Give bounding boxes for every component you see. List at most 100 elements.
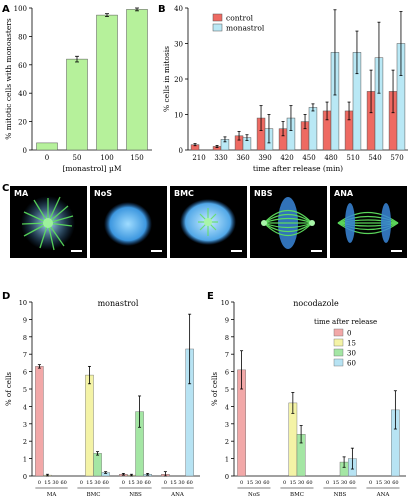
y-tick-label: 9 xyxy=(225,316,229,324)
x-tick-label: 15 xyxy=(44,480,50,486)
x-tick-label: 510 xyxy=(346,154,359,162)
legend-swatch xyxy=(333,328,344,337)
legend-swatch xyxy=(212,23,223,32)
x-tick-label: 0 xyxy=(326,480,329,486)
bar xyxy=(96,14,118,151)
group-label: ANA xyxy=(170,492,185,498)
x-tick-label: 60 xyxy=(186,480,192,486)
micrograph-row: MA NoS BMC xyxy=(10,186,410,258)
y-tick-label: 6 xyxy=(225,369,229,377)
x-axis-label: time after release (min) xyxy=(253,164,343,173)
x-tick-label: 390 xyxy=(258,154,271,162)
y-tick-label: 60 xyxy=(18,62,27,70)
x-tick-label: 0 xyxy=(122,480,125,486)
micrograph-nbs: NBS xyxy=(250,186,327,258)
group-label: BMC xyxy=(87,492,101,498)
micrograph-ana: ANA xyxy=(330,186,407,258)
chart-title: nocodazole xyxy=(293,299,339,308)
micrograph-label: ANA xyxy=(334,189,354,198)
x-tick-label: 420 xyxy=(280,154,293,162)
bar xyxy=(35,366,44,477)
y-tick-label: 3 xyxy=(225,421,229,429)
x-tick-label: 30 xyxy=(178,480,184,486)
y-tick-label: 8 xyxy=(225,334,229,342)
micrograph-nos: NoS xyxy=(90,186,167,258)
y-tick-label: 40 xyxy=(174,5,183,13)
x-tick-label: 60 xyxy=(263,480,269,486)
legend-label: 0 xyxy=(347,330,351,338)
legend-label: monastrol xyxy=(226,24,265,33)
monoaster-cell-icon xyxy=(21,196,75,251)
x-tick-label: 330 xyxy=(214,154,227,162)
y-tick-label: 10 xyxy=(19,299,27,307)
x-tick-label: 0 xyxy=(45,154,49,162)
x-tick-label: 210 xyxy=(192,154,205,162)
chart-title: monastrol xyxy=(98,299,139,308)
x-tick-label: 100 xyxy=(100,154,113,162)
legend-swatch xyxy=(333,338,344,347)
y-tick-label: 20 xyxy=(174,76,183,84)
bipolar-monoaster-cell-icon xyxy=(180,199,236,245)
x-tick-label: 30 xyxy=(341,480,347,486)
y-tick-label: 10 xyxy=(221,299,229,307)
bar xyxy=(288,402,298,477)
chart-b: 0 10 20 30 40 210 330 360 390 420 450 480 510 540 570 t… xyxy=(162,5,408,173)
x-tick-label: 60 xyxy=(392,480,398,486)
y-tick-label: 0 xyxy=(179,147,183,155)
x-tick-label: 15 xyxy=(86,480,92,486)
chart-a: 0 20 40 60 80 100 0 50 100 150 [monastrol] µM % mit… xyxy=(4,5,152,173)
x-tick-label: 60 xyxy=(306,480,312,486)
x-tick-label: 30 xyxy=(52,480,58,486)
x-tick-label: 30 xyxy=(255,480,261,486)
x-tick-label: 480 xyxy=(324,154,337,162)
micrograph-bmc: BMC xyxy=(170,186,247,258)
y-tick-label: 40 xyxy=(18,90,27,98)
y-tick-label: 6 xyxy=(23,369,27,377)
x-tick-label: 0 xyxy=(164,480,167,486)
x-tick-label: 570 xyxy=(390,154,403,162)
group-label: NBS xyxy=(334,492,347,498)
group-label: BMC xyxy=(290,492,304,498)
x-tick-label: 0 xyxy=(80,480,83,486)
y-tick-label: 0 xyxy=(225,473,229,481)
legend-label: control xyxy=(226,14,254,23)
x-tick-label: 0 xyxy=(38,480,41,486)
y-tick-label: 7 xyxy=(225,351,229,359)
y-tick-label: 10 xyxy=(174,112,183,120)
x-tick-label: 0 xyxy=(369,480,372,486)
micrograph-label: NBS xyxy=(254,189,273,198)
bar xyxy=(93,453,102,477)
legend-title: time after release xyxy=(314,318,377,326)
scale-bar xyxy=(231,250,242,252)
bar xyxy=(308,107,318,151)
legend-swatch xyxy=(333,348,344,357)
y-tick-label: 1 xyxy=(23,456,27,464)
x-axis-label: [monastrol] µM xyxy=(62,164,121,173)
x-tick-label: 30 xyxy=(136,480,142,486)
x-tick-label: 0 xyxy=(283,480,286,486)
panel-letter-b: B xyxy=(158,4,166,15)
x-tick-label: 30 xyxy=(298,480,304,486)
y-tick-label: 30 xyxy=(174,41,183,49)
y-tick-label: 5 xyxy=(23,386,27,394)
x-tick-label: 15 xyxy=(128,480,134,486)
legend-label: 30 xyxy=(347,350,356,358)
x-tick-label: 540 xyxy=(368,154,381,162)
y-tick-label: 4 xyxy=(225,403,229,411)
x-tick-label: 360 xyxy=(236,154,249,162)
scale-bar xyxy=(391,250,402,252)
y-tick-label: 80 xyxy=(18,33,27,41)
anaphase-cell-icon xyxy=(337,203,399,243)
x-tick-label: 15 xyxy=(247,480,253,486)
no-spindle-cell-icon xyxy=(104,202,152,246)
x-tick-label: 50 xyxy=(73,154,82,162)
x-tick-label: 60 xyxy=(60,480,66,486)
y-tick-label: 9 xyxy=(23,316,27,324)
bar xyxy=(85,374,94,477)
micrograph-ma: MA xyxy=(10,186,87,258)
group-label: MA xyxy=(47,492,58,498)
x-tick-label: 450 xyxy=(302,154,315,162)
y-tick-label: 7 xyxy=(23,351,27,359)
y-tick-label: 1 xyxy=(225,456,229,464)
